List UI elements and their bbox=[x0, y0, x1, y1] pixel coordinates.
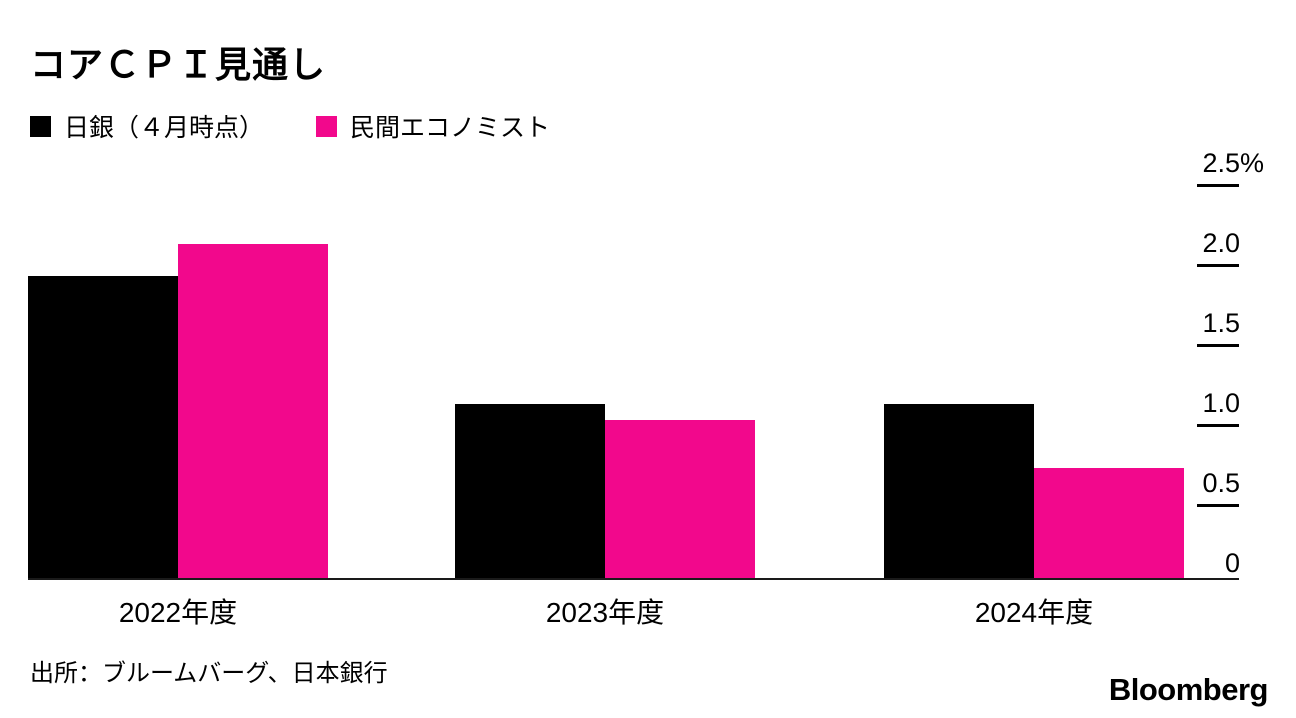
y-axis-tick-mark bbox=[1197, 504, 1239, 507]
legend-item-boj: 日銀（４月時点） bbox=[30, 108, 264, 144]
legend: 日銀（４月時点） 民間エコノミスト bbox=[30, 108, 550, 144]
x-axis-label-2024: 2024年度 bbox=[974, 597, 1094, 628]
y-axis-tick-label: 0 bbox=[1224, 548, 1240, 578]
legend-label-boj: 日銀（４月時点） bbox=[64, 114, 265, 142]
x-axis-label-2023: 2023年度 bbox=[545, 597, 665, 628]
y-axis-tick-mark bbox=[1197, 344, 1239, 347]
bar-economists-2024 bbox=[1034, 468, 1184, 580]
legend-swatch-boj-icon bbox=[30, 115, 51, 137]
y-axis-tick-label: 1.0 bbox=[1202, 388, 1240, 418]
legend-swatch-economists-icon bbox=[316, 115, 338, 137]
bar-boj-2022 bbox=[28, 276, 178, 580]
bar-boj-2023 bbox=[455, 404, 605, 580]
y-axis-tick-label: 1.5 bbox=[1202, 308, 1240, 338]
y-axis-tick-mark bbox=[1197, 184, 1239, 187]
x-axis-line bbox=[28, 578, 1239, 580]
y-axis-tick-label: 0.5 bbox=[1202, 468, 1240, 498]
chart-title: コアＣＰＩ見通し bbox=[30, 44, 327, 85]
y-axis-tick-mark bbox=[1197, 424, 1239, 427]
bar-economists-2023 bbox=[605, 420, 755, 580]
source-note: 出所：ブルームバーグ、日本銀行 bbox=[30, 660, 388, 687]
legend-item-economists: 民間エコノミスト bbox=[316, 108, 550, 144]
y-axis-unit-label: % bbox=[1240, 148, 1265, 178]
bloomberg-logo: Bloomberg bbox=[1108, 672, 1269, 707]
legend-label-economists: 民間エコノミスト bbox=[350, 114, 551, 142]
y-axis-tick-label: 2.5% bbox=[1202, 148, 1265, 178]
bar-boj-2024 bbox=[884, 404, 1034, 580]
y-axis-tick-mark bbox=[1197, 264, 1239, 267]
bar-economists-2022 bbox=[178, 244, 328, 580]
y-axis-tick-label: 2.0 bbox=[1202, 228, 1240, 258]
x-axis-label-2022: 2022年度 bbox=[118, 597, 238, 628]
